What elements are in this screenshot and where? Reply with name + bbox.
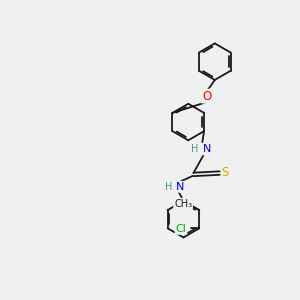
Text: H: H xyxy=(191,144,199,154)
Text: S: S xyxy=(221,167,229,179)
Text: O: O xyxy=(202,90,211,103)
Text: H: H xyxy=(165,182,172,192)
Text: N: N xyxy=(176,182,185,192)
Text: N: N xyxy=(203,144,211,154)
Text: Cl: Cl xyxy=(176,224,187,234)
Text: CH₃: CH₃ xyxy=(174,199,192,208)
